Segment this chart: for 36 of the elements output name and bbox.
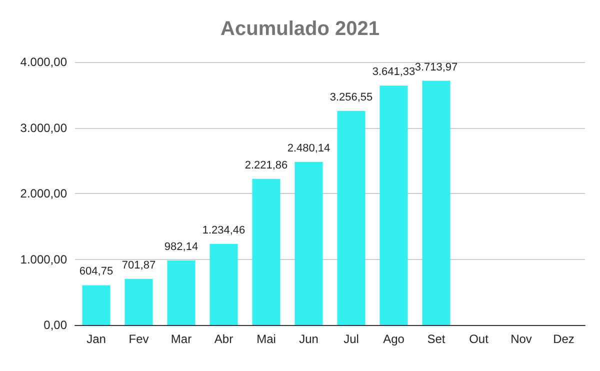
data-label: 2.221,86 <box>244 159 288 172</box>
y-tick-label: 4.000,00 <box>20 55 68 69</box>
bar <box>337 110 366 325</box>
bar <box>252 178 280 325</box>
y-tick-label: 3.000,00 <box>20 120 68 135</box>
bar <box>167 260 196 325</box>
data-label: 604,75 <box>79 266 114 278</box>
x-tick-label: Jul <box>344 332 359 346</box>
data-label: 3.256,55 <box>330 91 373 104</box>
x-tick-label: Abr <box>214 332 234 346</box>
bar <box>294 162 323 325</box>
x-tick-label: Nov <box>510 332 532 346</box>
x-tick-label: Set <box>427 332 446 346</box>
bar <box>210 244 238 325</box>
y-tick-label: 2.000,00 <box>20 186 68 200</box>
x-tick-label: Mar <box>170 332 192 346</box>
x-tick-label: Jun <box>299 332 318 346</box>
x-tick-label: Fev <box>128 332 149 346</box>
y-tick-label: 1.000,00 <box>20 252 68 266</box>
x-tick-label: Jan <box>86 332 106 346</box>
bar <box>124 278 153 325</box>
x-tick-label: Mai <box>256 332 276 346</box>
chart-title: Acumulado 2021 <box>220 18 380 40</box>
data-label: 2.480,14 <box>287 142 330 154</box>
data-label: 701,87 <box>122 259 156 272</box>
data-label: 982,14 <box>164 240 198 253</box>
bar <box>82 285 110 325</box>
x-tick-label: Dez <box>553 332 574 346</box>
bar <box>380 86 408 325</box>
x-tick-label: Out <box>469 332 490 346</box>
bar <box>422 80 450 325</box>
x-tick-label: Ago <box>383 332 405 346</box>
data-label: 3.641,33 <box>372 66 416 78</box>
y-tick-label: 0,00 <box>44 318 68 332</box>
data-label: 3.713,97 <box>414 61 458 74</box>
data-label: 1.234,46 <box>202 224 246 236</box>
